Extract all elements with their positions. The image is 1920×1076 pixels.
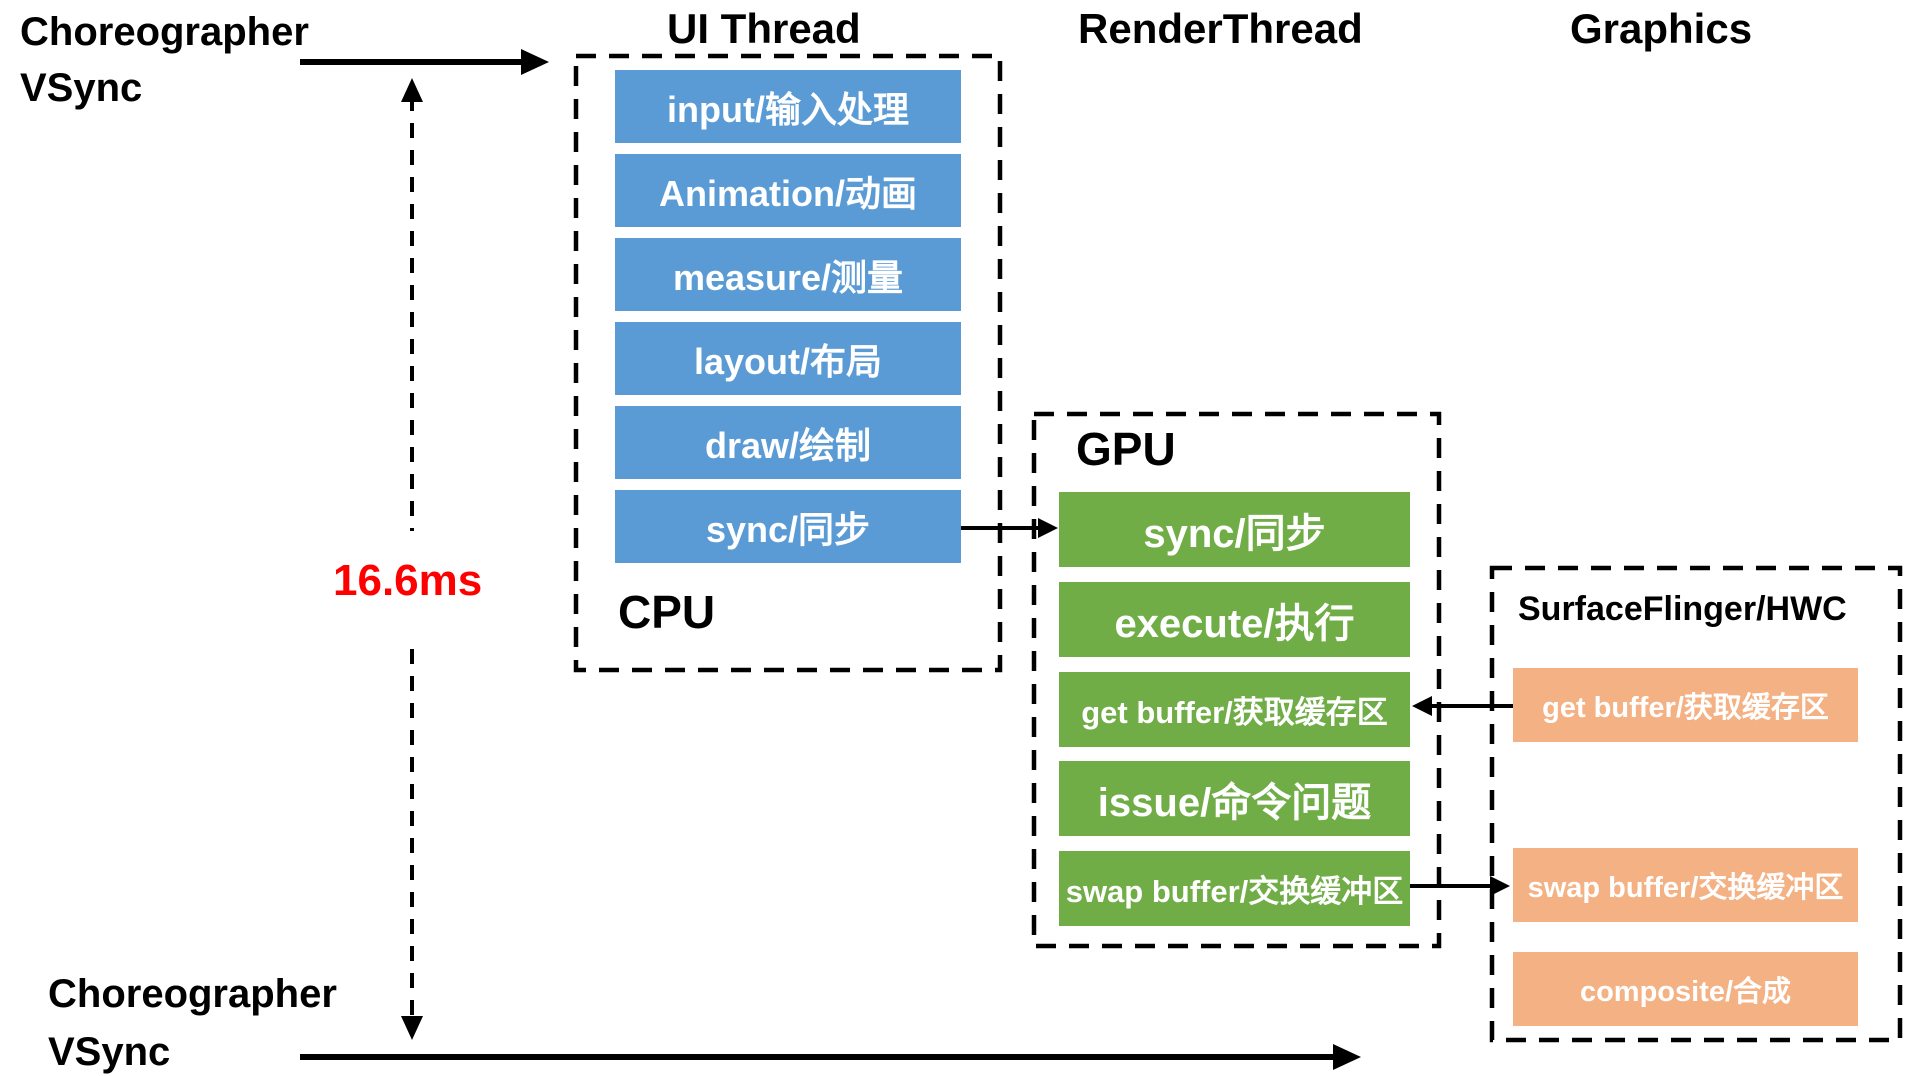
arrowhead-left-icon <box>1412 696 1432 716</box>
get-buffer-arrow <box>1412 696 1513 716</box>
ui-task-draw: draw/绘制 <box>615 406 961 479</box>
gfx-task-composite: composite/合成 <box>1513 952 1858 1026</box>
ui-task-input: input/输入处理 <box>615 70 961 143</box>
vsync-top-label-line1: Choreographer <box>20 10 309 54</box>
ui-task-sync: sync/同步 <box>615 490 961 563</box>
vsync-top-arrow <box>300 49 549 75</box>
gpu-task-sync: sync/同步 <box>1059 492 1410 567</box>
vsync-bottom-arrow <box>300 1044 1361 1070</box>
ui-task-animation: Animation/动画 <box>615 154 961 227</box>
column-header-graphics: Graphics <box>1570 5 1753 52</box>
gfx-task-get-buffer: get buffer/获取缓存区 <box>1513 668 1858 742</box>
arrowhead-right-icon <box>1490 876 1510 896</box>
swap-buffer-arrow <box>1410 876 1510 896</box>
arrowhead-right-icon <box>1333 1044 1361 1070</box>
vsync-bottom-label-line2: VSync <box>48 1030 171 1074</box>
gpu-task-swap-buffer: swap buffer/交换缓冲区 <box>1059 851 1410 926</box>
arrowhead-down-icon <box>401 1016 423 1040</box>
arrowhead-right-icon <box>1038 518 1058 538</box>
gpu-task-execute: execute/执行 <box>1059 582 1410 657</box>
gpu-task-issue: issue/命令问题 <box>1059 761 1410 836</box>
vsync-bottom-label-line1: Choreographer <box>48 972 337 1016</box>
frame-interval-label: 16.6ms <box>327 556 489 606</box>
arrowhead-right-icon <box>521 49 549 75</box>
surfaceflinger-group-label: SurfaceFlinger/HWC <box>1518 590 1847 628</box>
gfx-task-swap-buffer: swap buffer/交换缓冲区 <box>1513 848 1858 922</box>
arrowhead-up-icon <box>401 78 423 102</box>
gpu-group-label: GPU <box>1076 423 1176 475</box>
column-header-render-thread: RenderThread <box>1078 5 1363 52</box>
vsync-top-label-line2: VSync <box>20 66 143 110</box>
ui-task-measure: measure/测量 <box>615 238 961 311</box>
gpu-task-get-buffer: get buffer/获取缓存区 <box>1059 672 1410 747</box>
sync-handoff-arrow <box>961 518 1058 538</box>
ui-task-layout: layout/布局 <box>615 322 961 395</box>
cpu-group-label: CPU <box>618 586 716 638</box>
column-header-ui-thread: UI Thread <box>667 5 861 52</box>
